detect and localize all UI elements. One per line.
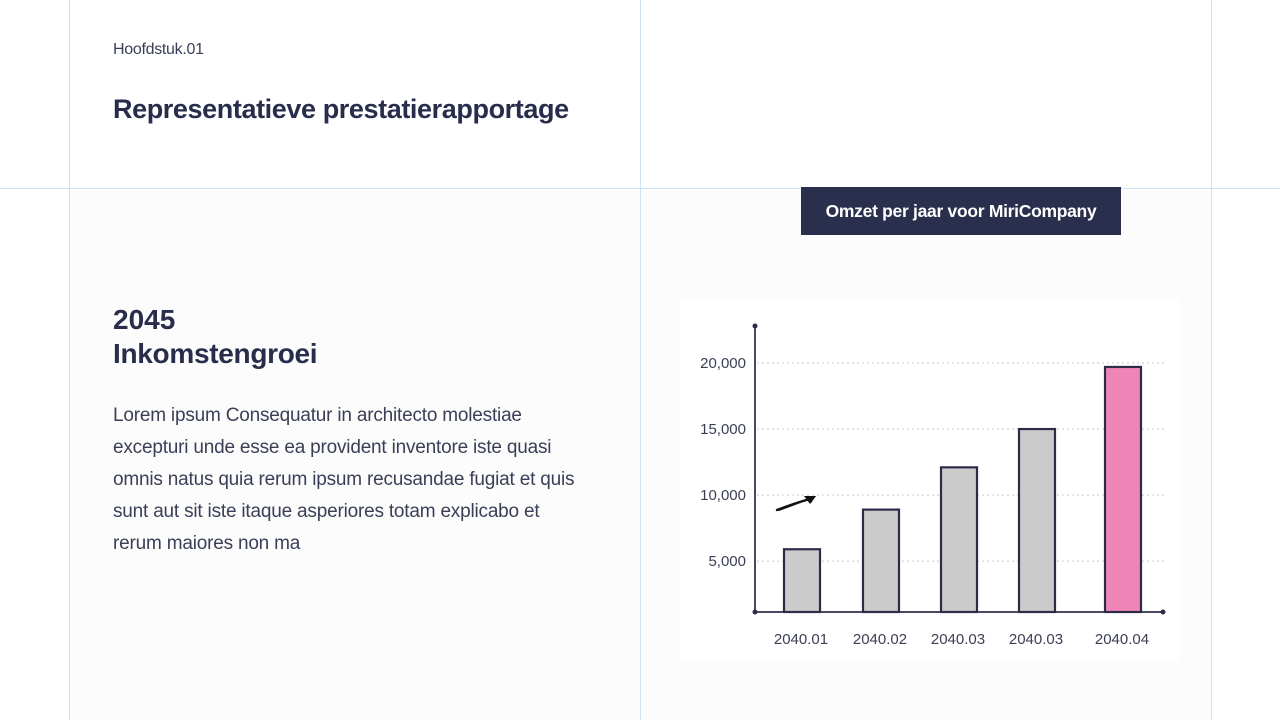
x-tick-label: 2040.03 <box>1009 631 1063 648</box>
chart-title-badge: Omzet per jaar voor MiriCompany <box>801 187 1121 235</box>
body-paragraph: Lorem ipsum Consequatur in architecto mo… <box>113 405 575 554</box>
guide-line-vertical <box>1211 0 1212 720</box>
bar <box>861 508 901 614</box>
x-tick-label: 2040.04 <box>1095 631 1149 648</box>
y-tick-label: 20,000 <box>700 355 746 372</box>
y-tick-label: 15,000 <box>700 421 746 438</box>
x-tick-label: 2040.01 <box>774 631 828 648</box>
section-year: 2045 <box>113 304 176 335</box>
axis-end-dot <box>1160 609 1166 615</box>
y-tick-label: 10,000 <box>700 487 746 504</box>
y-tick-label: 5,000 <box>708 553 746 570</box>
chart-bars <box>782 365 1143 614</box>
bar-highlight <box>1103 365 1143 614</box>
guide-line-horizontal <box>0 188 1280 189</box>
page-title: Representatieve prestatierapportage <box>113 94 569 124</box>
axis-origin-dot <box>752 609 758 615</box>
section-title: Inkomstengroei <box>113 338 318 369</box>
arrow-up-right-icon <box>775 496 816 512</box>
x-tick-label: 2040.03 <box>931 631 985 648</box>
guide-line-vertical <box>69 0 70 720</box>
y-axis-tick-labels: 5,000 10,000 15,000 20,000 <box>700 355 746 570</box>
bar <box>1017 427 1057 614</box>
revenue-bar-chart: 5,000 10,000 15,000 20,000 2040.01 2040.02 20… <box>680 300 1180 660</box>
x-axis-tick-labels: 2040.01 2040.02 2040.03 2040.03 2040.04 <box>774 631 1149 648</box>
axis-end-dot <box>752 323 758 329</box>
bar <box>939 466 979 614</box>
bar <box>782 548 822 614</box>
x-tick-label: 2040.02 <box>853 631 907 648</box>
guide-line-vertical <box>640 0 641 720</box>
chapter-label: Hoofdstuk.01 <box>113 41 204 58</box>
